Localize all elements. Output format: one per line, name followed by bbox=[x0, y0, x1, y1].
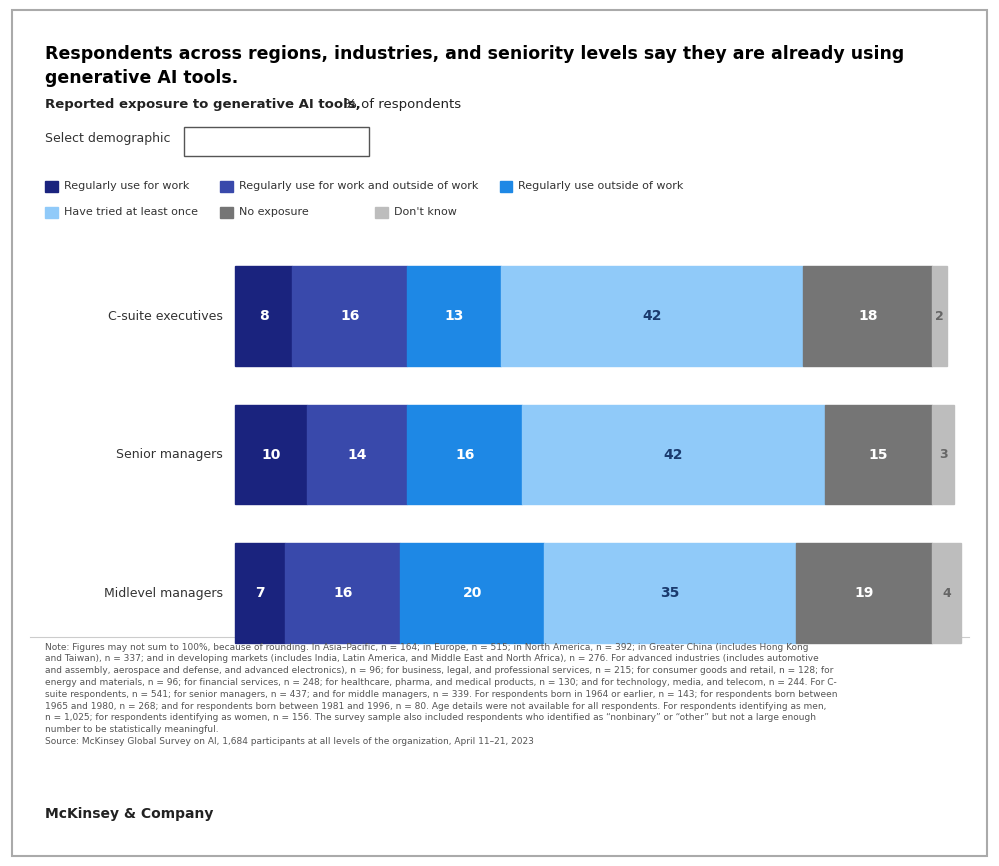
Text: ▼: ▼ bbox=[351, 139, 359, 148]
Text: Regularly use for work and outside of work: Regularly use for work and outside of wo… bbox=[239, 181, 479, 191]
Bar bbox=[932, 405, 954, 504]
Text: 16: 16 bbox=[333, 586, 353, 600]
Text: Midlevel managers: Midlevel managers bbox=[104, 586, 223, 600]
Text: Don't know: Don't know bbox=[394, 207, 457, 217]
Bar bbox=[235, 267, 293, 365]
Bar bbox=[220, 206, 233, 217]
Bar bbox=[401, 544, 544, 643]
Bar bbox=[293, 267, 408, 365]
Text: C-suite executives: C-suite executives bbox=[108, 309, 223, 323]
Text: 19: 19 bbox=[854, 586, 874, 600]
Text: 7: 7 bbox=[255, 586, 265, 600]
Bar bbox=[408, 405, 522, 504]
Text: 16: 16 bbox=[341, 309, 360, 323]
Text: McKinsey & Company: McKinsey & Company bbox=[45, 807, 214, 821]
Text: Have tried at least once: Have tried at least once bbox=[64, 207, 198, 217]
Text: 15: 15 bbox=[869, 448, 888, 462]
Bar bbox=[220, 180, 233, 191]
Bar bbox=[307, 405, 408, 504]
Bar bbox=[932, 544, 961, 643]
Text: Regularly use outside of work: Regularly use outside of work bbox=[518, 181, 684, 191]
Bar bbox=[824, 405, 932, 504]
Text: Note: Figures may not sum to 100%, because of rounding. In Asia–Pacific, n = 164: Note: Figures may not sum to 100%, becau… bbox=[45, 643, 837, 746]
Text: 3: 3 bbox=[939, 448, 948, 462]
FancyBboxPatch shape bbox=[184, 127, 369, 156]
Bar bbox=[45, 206, 58, 217]
Text: 14: 14 bbox=[348, 448, 367, 462]
Bar bbox=[544, 544, 796, 643]
Bar bbox=[408, 267, 500, 365]
Text: 42: 42 bbox=[642, 309, 661, 323]
Text: 2: 2 bbox=[935, 309, 944, 323]
Text: 4: 4 bbox=[942, 586, 951, 600]
Text: % of respondents: % of respondents bbox=[340, 98, 461, 111]
Text: Senior managers: Senior managers bbox=[116, 448, 223, 462]
Text: generative AI tools.: generative AI tools. bbox=[45, 69, 238, 87]
Text: 16: 16 bbox=[456, 448, 475, 462]
Text: By job title: By job title bbox=[192, 135, 260, 148]
Bar bbox=[500, 267, 803, 365]
Text: Regularly use for work: Regularly use for work bbox=[64, 181, 190, 191]
Bar bbox=[235, 544, 285, 643]
Text: Reported exposure to generative AI tools,: Reported exposure to generative AI tools… bbox=[45, 98, 361, 111]
Text: 35: 35 bbox=[660, 586, 679, 600]
Bar bbox=[375, 206, 388, 217]
Bar bbox=[235, 405, 307, 504]
FancyBboxPatch shape bbox=[12, 10, 987, 856]
Bar bbox=[803, 267, 932, 365]
Text: No exposure: No exposure bbox=[239, 207, 309, 217]
Bar bbox=[522, 405, 824, 504]
Bar bbox=[796, 544, 932, 643]
Text: 8: 8 bbox=[259, 309, 269, 323]
Text: Select demographic: Select demographic bbox=[45, 132, 171, 145]
Text: 42: 42 bbox=[663, 448, 683, 462]
Bar bbox=[285, 544, 401, 643]
Text: 10: 10 bbox=[261, 448, 281, 462]
Bar bbox=[932, 267, 947, 365]
Bar bbox=[45, 180, 58, 191]
Text: 13: 13 bbox=[445, 309, 464, 323]
Text: 20: 20 bbox=[463, 586, 482, 600]
Text: Respondents across regions, industries, and seniority levels say they are alread: Respondents across regions, industries, … bbox=[45, 45, 904, 63]
Text: 18: 18 bbox=[858, 309, 877, 323]
Bar bbox=[500, 180, 512, 191]
